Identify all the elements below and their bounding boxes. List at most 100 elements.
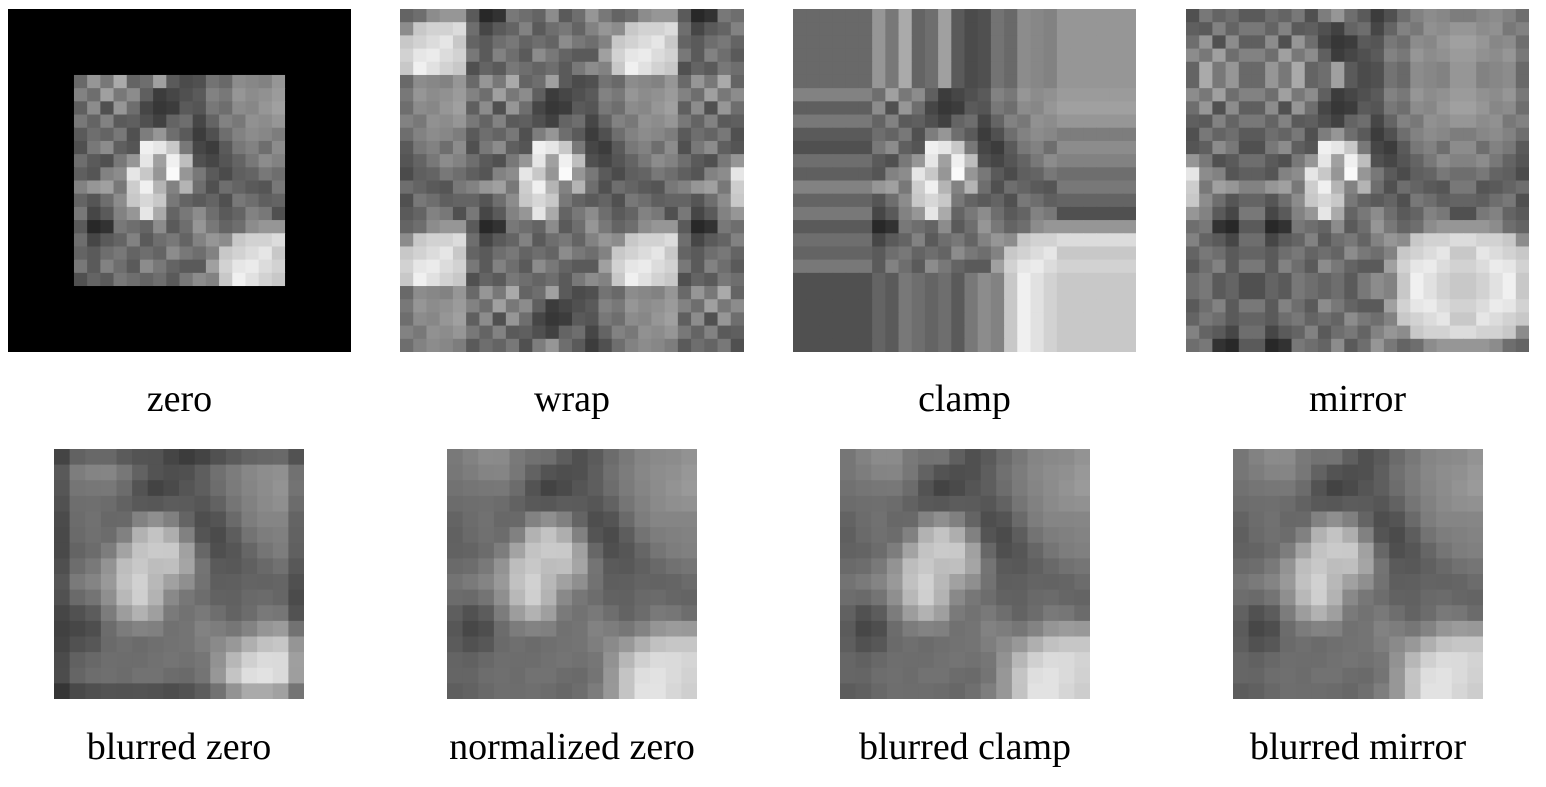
pixel-cell bbox=[439, 127, 454, 142]
pixel-cell bbox=[704, 325, 719, 340]
pixel-cell bbox=[337, 9, 351, 23]
pixel-cell bbox=[54, 683, 71, 699]
pixel-cell bbox=[479, 61, 494, 76]
pixel-cell bbox=[337, 233, 351, 248]
pixel-cell bbox=[886, 480, 904, 497]
pixel-cell bbox=[1463, 48, 1477, 63]
pixel-cell bbox=[938, 325, 952, 340]
pixel-cell bbox=[478, 511, 495, 528]
pixel-cell bbox=[439, 154, 454, 168]
pixel-cell bbox=[1342, 589, 1359, 606]
pixel-cell bbox=[1043, 338, 1058, 352]
pixel-cell bbox=[1070, 193, 1084, 208]
pixel-cell bbox=[845, 206, 860, 221]
pixel-cell bbox=[1251, 74, 1266, 89]
pixel-cell bbox=[426, 246, 441, 261]
pixel-cell bbox=[1420, 652, 1437, 669]
pixel-cell bbox=[681, 652, 697, 669]
pixel-cell bbox=[166, 167, 181, 182]
pixel-cell bbox=[166, 35, 181, 50]
pixel-cell bbox=[885, 48, 900, 63]
pixel-cell bbox=[241, 589, 258, 606]
pixel-cell bbox=[819, 167, 834, 182]
pixel-cell bbox=[337, 259, 351, 274]
pixel-cell bbox=[447, 511, 464, 528]
pixel-cell bbox=[116, 495, 133, 513]
pixel-cell bbox=[1420, 511, 1437, 528]
pixel-cell bbox=[832, 233, 847, 248]
pixel-cell bbox=[964, 140, 979, 155]
pixel-cell bbox=[505, 220, 520, 234]
pixel-cell bbox=[677, 61, 692, 76]
pixel-cell bbox=[965, 542, 982, 559]
pixel-cell bbox=[677, 9, 692, 23]
pixel-cell bbox=[1357, 88, 1372, 102]
pixel-cell bbox=[650, 480, 667, 497]
pixel-cell bbox=[525, 480, 542, 497]
pixel-cell bbox=[638, 259, 652, 274]
pixel-cell bbox=[1370, 88, 1385, 102]
pixel-cell bbox=[21, 338, 35, 352]
pixel-cell bbox=[1515, 9, 1529, 23]
pixel-cell bbox=[166, 259, 181, 274]
pixel-cell bbox=[525, 667, 542, 684]
pixel-cell bbox=[54, 636, 71, 653]
pixel-cell bbox=[1515, 338, 1529, 352]
pixel-cell bbox=[898, 154, 913, 168]
pixel-cell bbox=[1451, 480, 1468, 497]
pixel-cell bbox=[73, 286, 88, 300]
pixel-cell bbox=[210, 620, 227, 638]
pixel-cell bbox=[47, 233, 62, 248]
pixel-cell bbox=[205, 325, 220, 340]
pixel-cell bbox=[232, 22, 247, 36]
pixel-cell bbox=[1233, 495, 1250, 513]
pixel-cell bbox=[100, 206, 115, 221]
pixel-cell bbox=[677, 220, 692, 234]
pixel-cell bbox=[1436, 74, 1451, 89]
pixel-cell bbox=[840, 605, 857, 622]
pixel-cell bbox=[439, 140, 454, 155]
pixel-cell bbox=[951, 338, 966, 352]
pixel-cell bbox=[1467, 589, 1483, 606]
pixel-cell bbox=[426, 286, 441, 300]
pixel-cell bbox=[1199, 206, 1213, 221]
pixel-cell bbox=[681, 636, 697, 653]
pixel-cell bbox=[324, 312, 339, 327]
pixel-cell bbox=[902, 527, 919, 544]
pixel-cell bbox=[556, 589, 573, 606]
pixel-cell bbox=[1212, 140, 1227, 155]
pixel-cell bbox=[704, 127, 719, 142]
pixel-cell bbox=[871, 605, 888, 622]
pixel-cell bbox=[116, 558, 133, 575]
pixel-cell bbox=[1383, 338, 1398, 352]
pixel-cell bbox=[898, 127, 913, 142]
pixel-cell bbox=[545, 154, 560, 168]
pixel-cell bbox=[996, 511, 1013, 528]
pixel-cell bbox=[100, 22, 115, 36]
pixel-cell bbox=[166, 299, 181, 314]
pixel-cell bbox=[1238, 220, 1253, 234]
pixel-cell bbox=[1449, 127, 1464, 142]
pixel-cell bbox=[977, 35, 992, 50]
pixel-cell bbox=[1436, 464, 1453, 481]
pixel-cell bbox=[324, 22, 339, 36]
pixel-cell bbox=[840, 480, 857, 497]
pixel-cell bbox=[452, 193, 467, 208]
pixel-cell bbox=[840, 652, 857, 669]
pixel-cell bbox=[806, 259, 820, 274]
pixel-cell bbox=[1212, 193, 1227, 208]
pixel-cell bbox=[1043, 246, 1058, 261]
pixel-cell bbox=[1326, 527, 1343, 544]
pixel-cell bbox=[872, 220, 886, 234]
pixel-cell bbox=[1212, 233, 1227, 248]
pixel-cell bbox=[558, 193, 573, 208]
pixel-cell bbox=[924, 299, 939, 314]
pixel-cell bbox=[1326, 589, 1343, 606]
pixel-cell bbox=[1004, 220, 1018, 234]
pixel-cell bbox=[1251, 154, 1266, 168]
pixel-cell bbox=[1436, 180, 1451, 195]
pixel-cell bbox=[1295, 683, 1312, 699]
pixel-cell bbox=[1342, 620, 1359, 638]
pixel-cell bbox=[21, 167, 35, 182]
pixel-cell bbox=[413, 140, 428, 155]
